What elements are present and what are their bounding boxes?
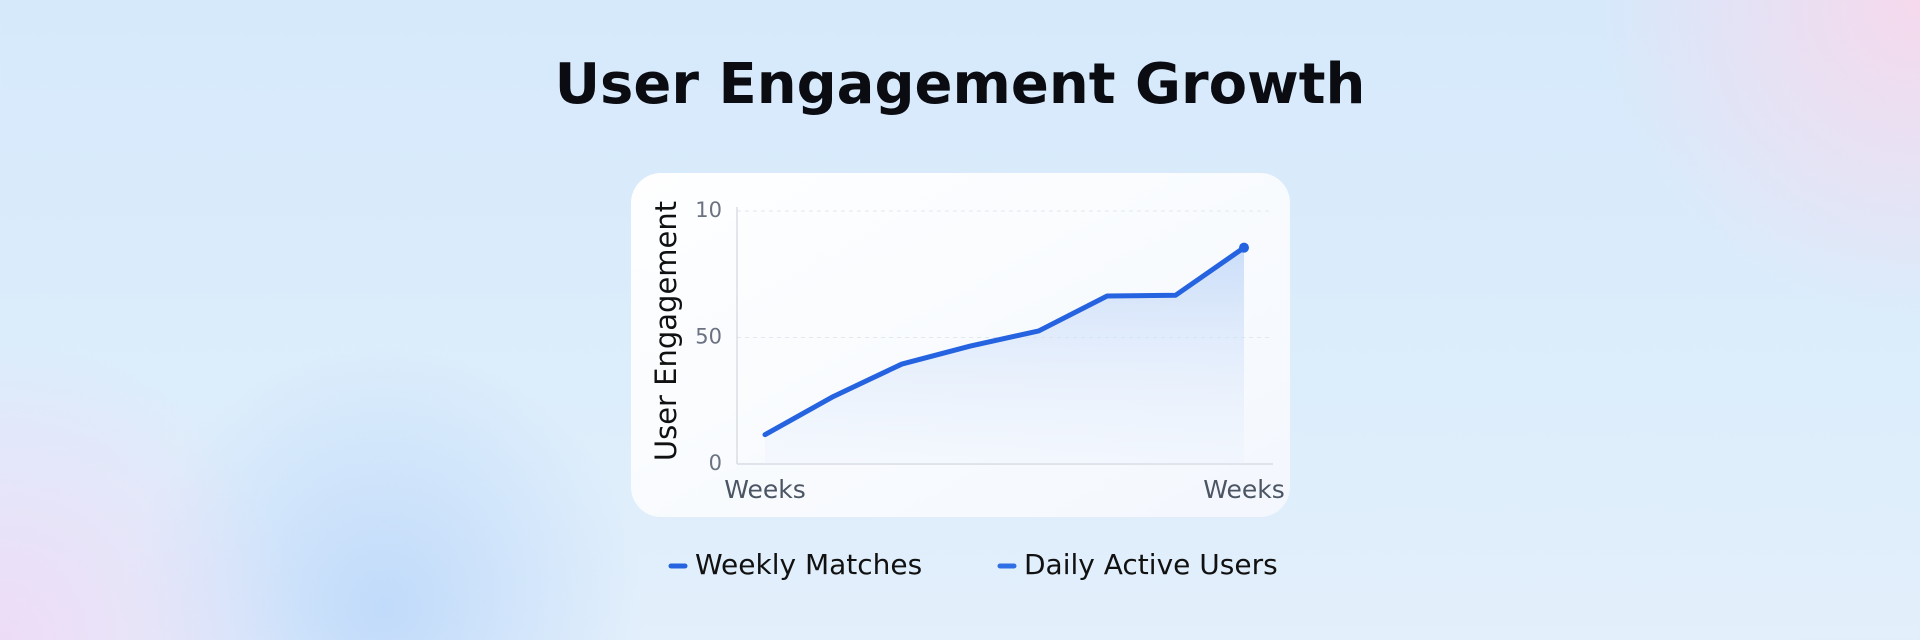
line-area <box>765 247 1244 464</box>
y-tick-label: 0 <box>709 451 722 475</box>
x-tick-label: Weeks <box>724 475 806 504</box>
legend-label: Weekly Matches <box>695 548 922 581</box>
y-tick-label: 50 <box>695 325 722 349</box>
chart-title: User Engagement Growth <box>555 52 1366 117</box>
x-tick-label: Weeks <box>1203 475 1285 504</box>
y-tick-label: 10 <box>695 198 722 222</box>
end-point <box>1239 242 1249 253</box>
y-axis-label: User Engagement <box>649 201 683 461</box>
legend-label: Daily Active Users <box>1024 548 1278 581</box>
line <box>762 245 1247 438</box>
